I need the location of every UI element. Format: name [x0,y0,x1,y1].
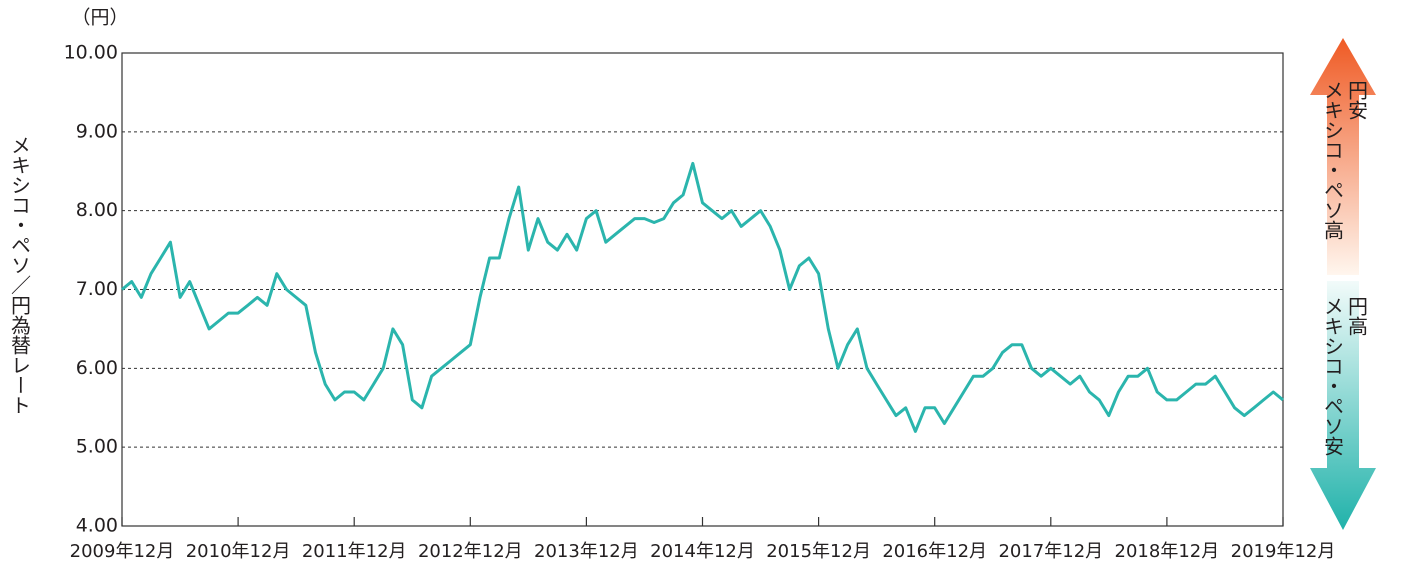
chart: 円安 メキシコ・ペソ高 円高 メキシコ・ペソ安 （円） メキシコ・ペソ／円為替レ… [0,0,1413,568]
y-tick-label: 10.00 [64,42,118,64]
down-note-2: メキシコ・ペソ安 [1321,296,1345,456]
x-tick-label: 2016年12月 [882,541,987,562]
x-tick-label: 2018年12月 [1115,541,1220,562]
unit-label: （円） [71,7,128,29]
y-axis-title: メキシコ・ペソ／円為替レート [8,135,32,415]
x-tick-label: 2019年12月 [1231,541,1336,562]
y-tick-label: 5.00 [76,436,118,458]
down-note-1: 円高 [1345,296,1369,336]
y-tick-label: 7.00 [76,278,118,300]
x-tick-label: 2013年12月 [534,541,639,562]
y-tick-label: 6.00 [76,357,118,379]
x-tick-label: 2015年12月 [766,541,871,562]
x-tick-label: 2014年12月 [650,541,755,562]
x-tick-label: 2010年12月 [186,541,291,562]
up-note-1: 円安 [1345,80,1369,120]
y-tick-label: 4.00 [76,515,118,537]
x-tick-label: 2012年12月 [418,541,523,562]
y-tick-label: 9.00 [76,120,118,142]
up-note-2: メキシコ・ペソ高 [1321,80,1345,240]
x-tick-label: 2017年12月 [998,541,1103,562]
x-tick-label: 2009年12月 [70,541,175,562]
x-tick-label: 2011年12月 [302,541,407,562]
data-line [122,163,1283,431]
y-tick-label: 8.00 [76,199,118,221]
